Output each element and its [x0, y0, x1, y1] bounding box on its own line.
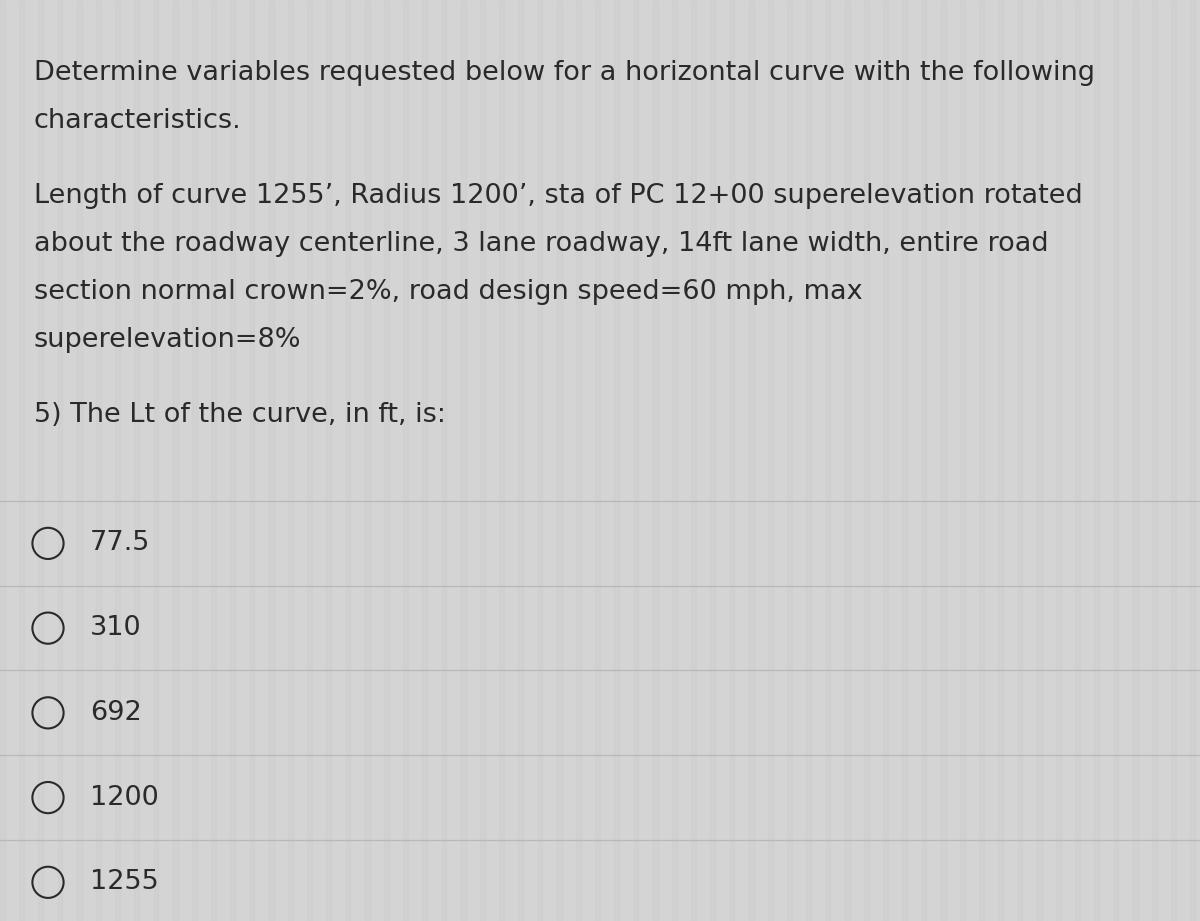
- Bar: [269, 0, 274, 921]
- Bar: [1018, 0, 1022, 921]
- Bar: [307, 0, 312, 921]
- Bar: [346, 0, 350, 921]
- Bar: [806, 0, 811, 921]
- Bar: [461, 0, 466, 921]
- Bar: [288, 0, 293, 921]
- Text: characteristics.: characteristics.: [34, 108, 241, 134]
- Bar: [96, 0, 101, 921]
- Bar: [38, 0, 43, 921]
- Bar: [922, 0, 926, 921]
- Bar: [442, 0, 446, 921]
- Bar: [365, 0, 370, 921]
- Bar: [826, 0, 830, 921]
- Bar: [1114, 0, 1118, 921]
- Bar: [1152, 0, 1157, 921]
- Bar: [979, 0, 984, 921]
- Bar: [787, 0, 792, 921]
- Text: 5) The Lt of the curve, in ft, is:: 5) The Lt of the curve, in ft, is:: [34, 402, 445, 428]
- Bar: [595, 0, 600, 921]
- Bar: [0, 0, 5, 921]
- Text: superelevation=8%: superelevation=8%: [34, 327, 301, 353]
- Bar: [1190, 0, 1195, 921]
- Text: 1255: 1255: [90, 869, 158, 895]
- Bar: [691, 0, 696, 921]
- Bar: [326, 0, 331, 921]
- Bar: [710, 0, 715, 921]
- Bar: [480, 0, 485, 921]
- Bar: [1075, 0, 1080, 921]
- Bar: [902, 0, 907, 921]
- Bar: [134, 0, 139, 921]
- Bar: [192, 0, 197, 921]
- Bar: [384, 0, 389, 921]
- Bar: [845, 0, 850, 921]
- Bar: [960, 0, 965, 921]
- Bar: [518, 0, 523, 921]
- Bar: [768, 0, 773, 921]
- Bar: [211, 0, 216, 921]
- Bar: [557, 0, 562, 921]
- Bar: [173, 0, 178, 921]
- Bar: [634, 0, 638, 921]
- Bar: [730, 0, 734, 921]
- Bar: [58, 0, 62, 921]
- Text: 692: 692: [90, 700, 142, 726]
- Bar: [998, 0, 1003, 921]
- Bar: [19, 0, 24, 921]
- Bar: [864, 0, 869, 921]
- Bar: [1094, 0, 1099, 921]
- Text: about the roadway centerline, 3 lane roadway, 14ft lane width, entire road: about the roadway centerline, 3 lane roa…: [34, 231, 1049, 257]
- Bar: [250, 0, 254, 921]
- Text: 310: 310: [90, 615, 142, 641]
- Text: Determine variables requested below for a horizontal curve with the following: Determine variables requested below for …: [34, 60, 1094, 86]
- Bar: [154, 0, 158, 921]
- Bar: [230, 0, 235, 921]
- Bar: [499, 0, 504, 921]
- Bar: [538, 0, 542, 921]
- Bar: [941, 0, 946, 921]
- Bar: [576, 0, 581, 921]
- Bar: [749, 0, 754, 921]
- Bar: [422, 0, 427, 921]
- Text: 1200: 1200: [90, 785, 158, 810]
- Bar: [77, 0, 82, 921]
- Bar: [883, 0, 888, 921]
- Bar: [115, 0, 120, 921]
- Bar: [1171, 0, 1176, 921]
- Bar: [1037, 0, 1042, 921]
- Text: 77.5: 77.5: [90, 530, 150, 556]
- Bar: [653, 0, 658, 921]
- Bar: [614, 0, 619, 921]
- Bar: [672, 0, 677, 921]
- Bar: [403, 0, 408, 921]
- Text: Length of curve 1255’, Radius 1200’, sta of PC 12+00 superelevation rotated: Length of curve 1255’, Radius 1200’, sta…: [34, 183, 1082, 209]
- Bar: [1133, 0, 1138, 921]
- Bar: [1056, 0, 1061, 921]
- Text: section normal crown=2%, road design speed=60 mph, max: section normal crown=2%, road design spe…: [34, 279, 863, 305]
